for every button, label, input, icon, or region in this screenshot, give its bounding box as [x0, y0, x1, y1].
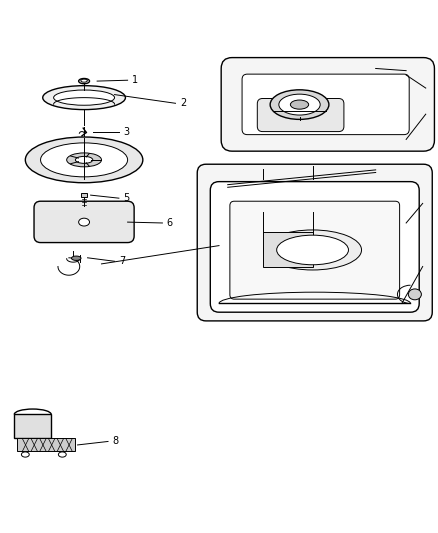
Ellipse shape [71, 256, 81, 261]
Text: 8: 8 [113, 437, 119, 447]
Bar [81, 193, 87, 197]
Bar [262, 232, 313, 268]
FancyBboxPatch shape [230, 201, 399, 299]
Ellipse shape [270, 90, 329, 119]
Ellipse shape [25, 137, 143, 183]
Ellipse shape [277, 235, 349, 265]
Ellipse shape [75, 156, 93, 163]
Ellipse shape [21, 452, 29, 457]
Ellipse shape [279, 94, 320, 115]
Bar [14, 415, 51, 439]
Text: 2: 2 [180, 98, 186, 108]
Ellipse shape [290, 100, 309, 109]
Ellipse shape [43, 86, 125, 110]
Ellipse shape [408, 289, 421, 300]
FancyBboxPatch shape [257, 99, 344, 132]
Text: 5: 5 [123, 193, 130, 203]
FancyBboxPatch shape [210, 182, 419, 312]
Text: 6: 6 [167, 218, 173, 228]
Ellipse shape [41, 143, 127, 177]
Ellipse shape [81, 79, 87, 82]
Ellipse shape [58, 452, 66, 457]
Bar [17, 439, 75, 451]
Ellipse shape [79, 218, 89, 226]
FancyBboxPatch shape [34, 201, 134, 243]
Ellipse shape [53, 90, 115, 105]
Ellipse shape [67, 153, 102, 167]
Text: 1: 1 [132, 75, 138, 85]
FancyBboxPatch shape [197, 164, 432, 321]
Text: 3: 3 [123, 127, 129, 138]
FancyBboxPatch shape [221, 58, 434, 151]
FancyBboxPatch shape [242, 74, 409, 135]
Ellipse shape [264, 230, 361, 270]
Text: 7: 7 [119, 256, 125, 266]
Ellipse shape [79, 78, 89, 84]
